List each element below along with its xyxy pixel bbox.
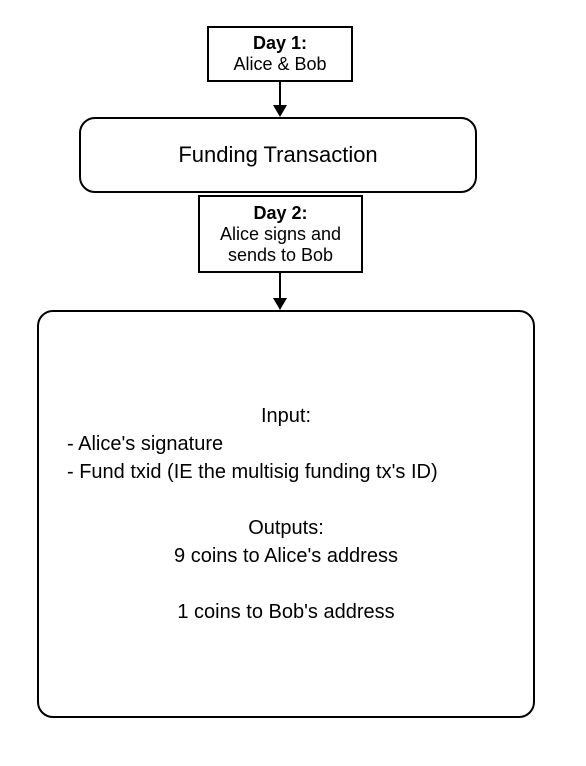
node-day1: Day 1: Alice & Bob: [207, 26, 353, 82]
input-line1: - Alice's signature: [67, 430, 505, 458]
output-line2: 1 coins to Bob's address: [67, 598, 505, 626]
detail-content: Input: - Alice's signature - Fund txid (…: [39, 402, 533, 626]
input-heading: Input:: [67, 402, 505, 430]
node-detail: Input: - Alice's signature - Fund txid (…: [37, 310, 535, 718]
day2-line2: sends to Bob: [228, 245, 333, 266]
funding-label: Funding Transaction: [178, 142, 377, 168]
day2-line1: Alice signs and: [220, 224, 341, 245]
node-funding-transaction: Funding Transaction: [79, 117, 477, 193]
day1-subtitle: Alice & Bob: [233, 54, 326, 75]
outputs-heading: Outputs:: [67, 514, 505, 542]
arrow-day2-detail: [273, 273, 287, 310]
day1-title: Day 1:: [253, 33, 307, 54]
arrow-day1-funding: [273, 82, 287, 117]
input-line2: - Fund txid (IE the multisig funding tx'…: [67, 458, 505, 486]
node-day2: Day 2: Alice signs and sends to Bob: [198, 195, 363, 273]
day2-title: Day 2:: [253, 203, 307, 224]
output-line1: 9 coins to Alice's address: [67, 542, 505, 570]
